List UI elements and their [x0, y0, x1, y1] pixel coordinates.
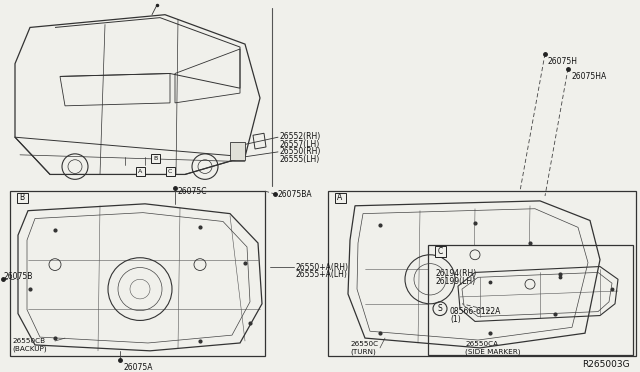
- Text: 26550C: 26550C: [350, 341, 378, 347]
- Bar: [230, 142, 245, 160]
- Text: 26550(RH): 26550(RH): [280, 147, 321, 156]
- Text: 26075B: 26075B: [3, 272, 33, 282]
- Text: A: A: [337, 193, 342, 202]
- Text: 26075BA: 26075BA: [278, 190, 312, 199]
- Bar: [150, 154, 159, 163]
- Text: 08566-6122A: 08566-6122A: [450, 307, 501, 316]
- Text: (TURN): (TURN): [350, 349, 376, 355]
- Bar: [136, 167, 145, 176]
- Text: B: B: [153, 156, 157, 161]
- Text: 26550CB: 26550CB: [12, 338, 45, 344]
- Text: A: A: [138, 169, 142, 174]
- Text: 26075H: 26075H: [548, 57, 578, 66]
- Text: C: C: [168, 169, 172, 174]
- Text: 26555(LH): 26555(LH): [280, 155, 320, 164]
- Text: C: C: [437, 247, 443, 256]
- Text: 26550CA: 26550CA: [465, 341, 498, 347]
- Bar: [435, 247, 445, 257]
- Bar: [328, 191, 636, 356]
- Text: 26075C: 26075C: [178, 187, 207, 196]
- Text: 26552(RH): 26552(RH): [280, 132, 321, 141]
- Text: R265003G: R265003G: [582, 360, 630, 369]
- Text: (SIDE MARKER): (SIDE MARKER): [465, 349, 520, 355]
- Bar: [166, 167, 175, 176]
- Bar: [17, 193, 28, 203]
- Bar: [10, 191, 265, 356]
- Text: 26075HA: 26075HA: [572, 71, 607, 80]
- Bar: [335, 193, 346, 203]
- Text: B: B: [19, 193, 24, 202]
- Bar: [428, 245, 633, 355]
- Text: (BACKUP): (BACKUP): [12, 346, 47, 352]
- Text: 26194(RH): 26194(RH): [435, 269, 476, 279]
- Text: 26557(LH): 26557(LH): [280, 140, 320, 149]
- Text: 26075A: 26075A: [123, 363, 152, 372]
- Text: 26550+A(RH): 26550+A(RH): [295, 263, 348, 272]
- Text: 26199(LH): 26199(LH): [435, 277, 475, 286]
- Text: (1): (1): [450, 315, 461, 324]
- Text: S: S: [438, 304, 442, 313]
- Text: 26555+A(LH): 26555+A(LH): [295, 270, 347, 279]
